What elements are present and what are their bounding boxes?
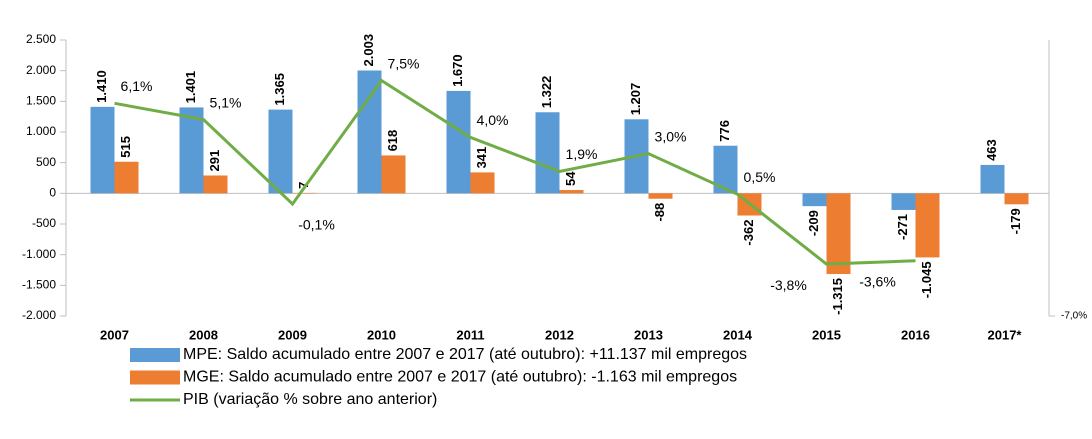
bar-value-label: -209: [806, 210, 821, 236]
bar-value-label: 54: [563, 171, 578, 186]
bar-value-label: -88: [652, 203, 667, 222]
bar-value-label: 2.003: [361, 34, 376, 67]
x-tick-label: 2009: [278, 327, 307, 342]
bar: [90, 106, 115, 194]
x-tick-label: 2012: [545, 327, 574, 342]
y-tick-label: 2.500: [26, 32, 56, 46]
bar-value-label: 1.322: [539, 76, 554, 109]
bar: [203, 175, 228, 194]
line-value-label: 3,0%: [655, 128, 687, 144]
bar: [446, 90, 471, 194]
y-tick-label: 0: [49, 186, 56, 200]
bar: [357, 70, 382, 194]
bar: [179, 107, 204, 194]
x-tick-label: 2015: [812, 327, 841, 342]
line-value-label: -0,1%: [298, 217, 335, 233]
bar-value-label: 1.670: [450, 54, 465, 87]
legend-label: PIB (variação % sobre ano anterior): [183, 391, 437, 408]
bar-value-label: 341: [474, 147, 489, 169]
y-tick-label: -1.500: [22, 278, 56, 292]
bar-value-label: -271: [895, 214, 910, 240]
legend-swatch: [130, 370, 180, 385]
line-value-label: 5,1%: [210, 94, 242, 110]
bar-value-label: 291: [207, 150, 222, 172]
x-tick-label: 2017*: [988, 327, 1023, 342]
bar-value-label: 1.410: [94, 70, 109, 103]
x-tick-label: 2007: [100, 327, 129, 342]
bar: [826, 193, 851, 274]
bar: [559, 190, 584, 194]
bar-value-label: 1.365: [272, 73, 287, 106]
bar-value-label: 515: [118, 136, 133, 158]
bar: [648, 193, 673, 199]
line-value-label: -3,6%: [859, 274, 896, 290]
x-tick-label: 2013: [634, 327, 663, 342]
bar: [470, 172, 495, 194]
bar: [802, 193, 827, 207]
bar: [381, 155, 406, 194]
y-tick-label: -2.000: [22, 308, 56, 322]
y-tick-label: 2.000: [26, 63, 56, 77]
bar: [891, 193, 916, 210]
x-tick-label: 2008: [189, 327, 218, 342]
bar-value-label: -362: [741, 220, 756, 246]
line-value-label: -3,8%: [770, 277, 807, 293]
bar: [915, 193, 940, 258]
y-tick-label: -1.000: [22, 247, 56, 261]
bar-value-label: -179: [1008, 208, 1023, 234]
line-value-label: 7,5%: [388, 55, 420, 71]
bar: [980, 164, 1005, 194]
bar-value-label: -1.045: [919, 261, 934, 298]
line-value-label: 0,5%: [744, 169, 776, 185]
bar-value-label: 463: [984, 139, 999, 161]
x-tick-label: 2010: [367, 327, 396, 342]
bar-value-label: 1.401: [183, 71, 198, 104]
legend-swatch: [130, 348, 180, 362]
line-value-label: 1,9%: [566, 146, 598, 162]
x-tick-label: 2014: [723, 327, 753, 342]
bar: [268, 109, 293, 194]
bar-value-label: 618: [385, 130, 400, 152]
bar-value-label: -1.315: [830, 278, 845, 315]
y-tick-label: 500: [36, 155, 56, 169]
bar: [1004, 193, 1029, 205]
y-tick-label: -500: [32, 216, 56, 230]
bar-value-label: 776: [717, 120, 732, 142]
line-value-label: 6,1%: [121, 78, 153, 94]
y2-tick-label: -7,0%: [1061, 311, 1087, 322]
legend-label: MPE: Saldo acumulado entre 2007 e 2017 (…: [183, 346, 747, 363]
y-tick-label: 1.500: [26, 94, 56, 108]
bar: [535, 112, 560, 194]
line-value-label: 4,0%: [477, 112, 509, 128]
legend-label: MGE: Saldo acumulado entre 2007 e 2017 (…: [183, 369, 737, 386]
bar-value-label: 1.207: [628, 83, 643, 116]
y-tick-label: 1.000: [26, 124, 56, 138]
x-tick-label: 2011: [456, 327, 484, 342]
bar: [114, 161, 139, 194]
line: [114, 78, 916, 266]
bar-value-label: 7: [296, 182, 311, 189]
x-tick-label: 2016: [901, 327, 930, 342]
